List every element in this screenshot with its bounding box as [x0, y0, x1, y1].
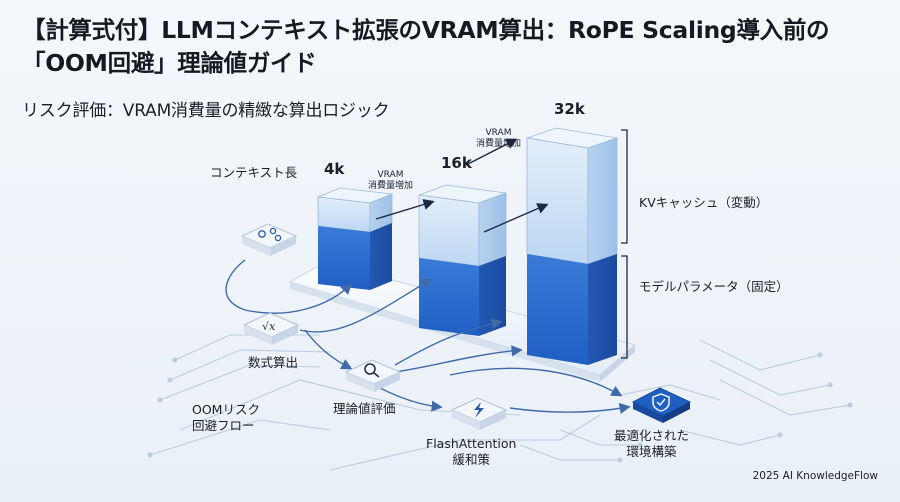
gear-cluster-icon [258, 227, 282, 242]
flow-step-evaluate: 理論値評価 [333, 401, 396, 416]
context-axis-label: コンテキスト長 [210, 165, 298, 180]
bar-label-4k: 4k [324, 160, 345, 178]
bar-label-16k: 16k [441, 154, 472, 172]
formula-icon: √x [262, 320, 276, 333]
bar-label-32k: 32k [554, 100, 585, 118]
legend-brackets [621, 129, 628, 359]
bar-32k [526, 127, 618, 365]
evaluate-tile [344, 359, 402, 392]
bar-16k [418, 184, 507, 336]
bar-4k [317, 187, 393, 290]
legend-model-params: モデルパラメータ（固定） [639, 279, 789, 294]
flow-title: OOMリスク 回避フロー [192, 402, 260, 433]
page-title: 【計算式付】LLMコンテキスト拡張のVRAM算出：RoPE Scaling導入前… [22, 16, 830, 77]
flow-step-flashattention: FlashAttention 緩和策 [426, 436, 517, 467]
shield-check-icon [652, 393, 670, 412]
optimized-tile [631, 387, 692, 423]
growth-arrows [375, 138, 549, 233]
legend-kv-cache: KVキャッシュ（変動） [639, 195, 769, 210]
flow-step-optimized: 最適化された 環境構築 [614, 428, 690, 459]
start-tile [240, 223, 298, 256]
flash-tile [450, 397, 508, 430]
circuit-lines [147, 334, 853, 471]
magnifier-icon [364, 363, 380, 378]
flow-connectors [225, 259, 631, 414]
flow-step-formula: 数式算出 [248, 355, 299, 370]
formula-tile: √x [242, 312, 300, 345]
footer-credit: 2025 AI KnowledgeFlow [752, 470, 878, 482]
growth-label-1: VRAM 消費量増加 [368, 170, 414, 191]
lightning-icon [474, 402, 484, 418]
growth-label-2: VRAM 消費量増加 [476, 128, 522, 149]
page-subtitle: リスク評価：VRAM消費量の精緻な算出ロジック [22, 101, 390, 121]
